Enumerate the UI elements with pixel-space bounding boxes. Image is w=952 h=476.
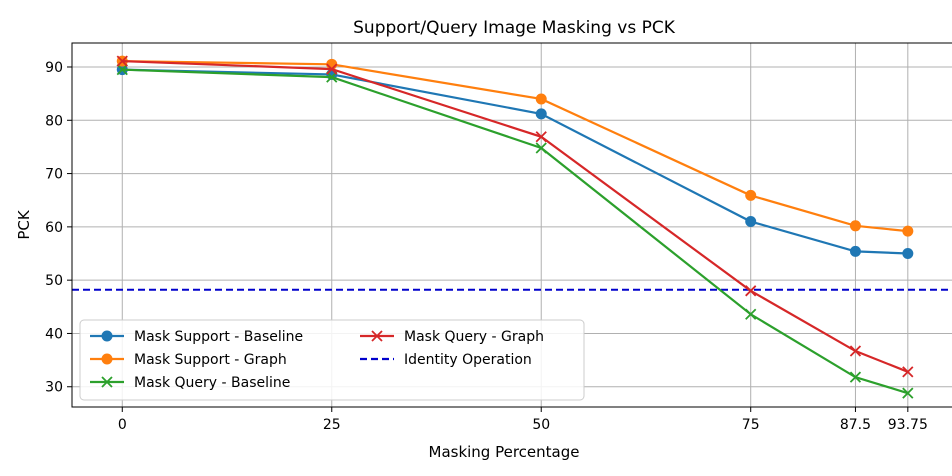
data-point [535, 93, 547, 105]
data-point [116, 55, 128, 67]
data-point [849, 371, 862, 383]
y-axis-label: PCK [15, 209, 33, 240]
data-point [849, 345, 862, 357]
legend-marker [371, 330, 383, 342]
legend-label: Mask Support - Graph [134, 352, 287, 368]
x-tick-label: 0 [118, 417, 127, 433]
y-tick-label: 60 [45, 220, 63, 236]
x-axis-label: Masking Percentage [429, 443, 580, 461]
data-point [535, 108, 547, 120]
legend-marker [101, 353, 113, 365]
data-point [535, 131, 547, 143]
legend-item: Identity Operation [360, 352, 532, 368]
y-axis-ticks: 30 40 50 60 70 80 90 [45, 60, 72, 396]
series-mask-query-baseline [116, 64, 914, 399]
series-group [116, 55, 914, 399]
y-tick-label: 40 [45, 326, 63, 342]
x-tick-label: 25 [323, 417, 341, 433]
data-point [535, 142, 547, 154]
data-point [902, 248, 914, 260]
data-point [116, 64, 128, 76]
y-tick-label: 30 [45, 380, 63, 396]
series-mask-support-graph [116, 55, 914, 237]
legend-item: Mask Query - Baseline [90, 375, 290, 391]
data-point [745, 216, 757, 228]
legend-item: Mask Query - Graph [360, 329, 544, 345]
data-point [902, 387, 914, 399]
chart-title: Support/Query Image Masking vs PCK [353, 18, 676, 38]
x-tick-label: 75 [742, 417, 760, 433]
legend-label: Mask Support - Baseline [134, 329, 303, 345]
data-point [326, 63, 338, 75]
data-point [902, 366, 914, 378]
legend-item: Mask Support - Baseline [90, 329, 303, 345]
series-mask-support-baseline [116, 64, 914, 260]
legend: Mask Support - Baseline Mask Support - Gr… [79, 319, 585, 401]
data-point [326, 71, 338, 83]
x-tick-label: 93.75 [888, 417, 928, 433]
y-tick-label: 50 [45, 273, 63, 289]
data-point [745, 189, 757, 201]
x-tick-label: 87.5 [840, 417, 871, 433]
legend-label: Mask Query - Baseline [134, 375, 290, 391]
data-point [902, 225, 914, 237]
x-axis-ticks: 0 25 50 75 87.5 93.75 [118, 407, 928, 433]
legend-label: Identity Operation [404, 352, 532, 368]
y-tick-label: 70 [45, 167, 63, 183]
y-tick-label: 80 [45, 113, 63, 129]
data-point [745, 308, 757, 320]
legend-box [79, 319, 585, 401]
legend-marker [101, 376, 113, 388]
data-point [745, 285, 757, 297]
series-line [122, 60, 909, 373]
legend-label: Mask Query - Graph [404, 329, 544, 345]
data-point [849, 245, 861, 257]
x-tick-label: 50 [532, 417, 550, 433]
legend-marker [101, 330, 113, 342]
series-line [122, 60, 908, 233]
y-tick-label: 90 [45, 60, 63, 76]
series-line [122, 68, 908, 255]
series-line [122, 68, 909, 395]
series-mask-query-graph [116, 55, 914, 378]
legend-item: Mask Support - Graph [90, 352, 287, 368]
data-point [849, 220, 861, 232]
plot-area [71, 42, 952, 408]
